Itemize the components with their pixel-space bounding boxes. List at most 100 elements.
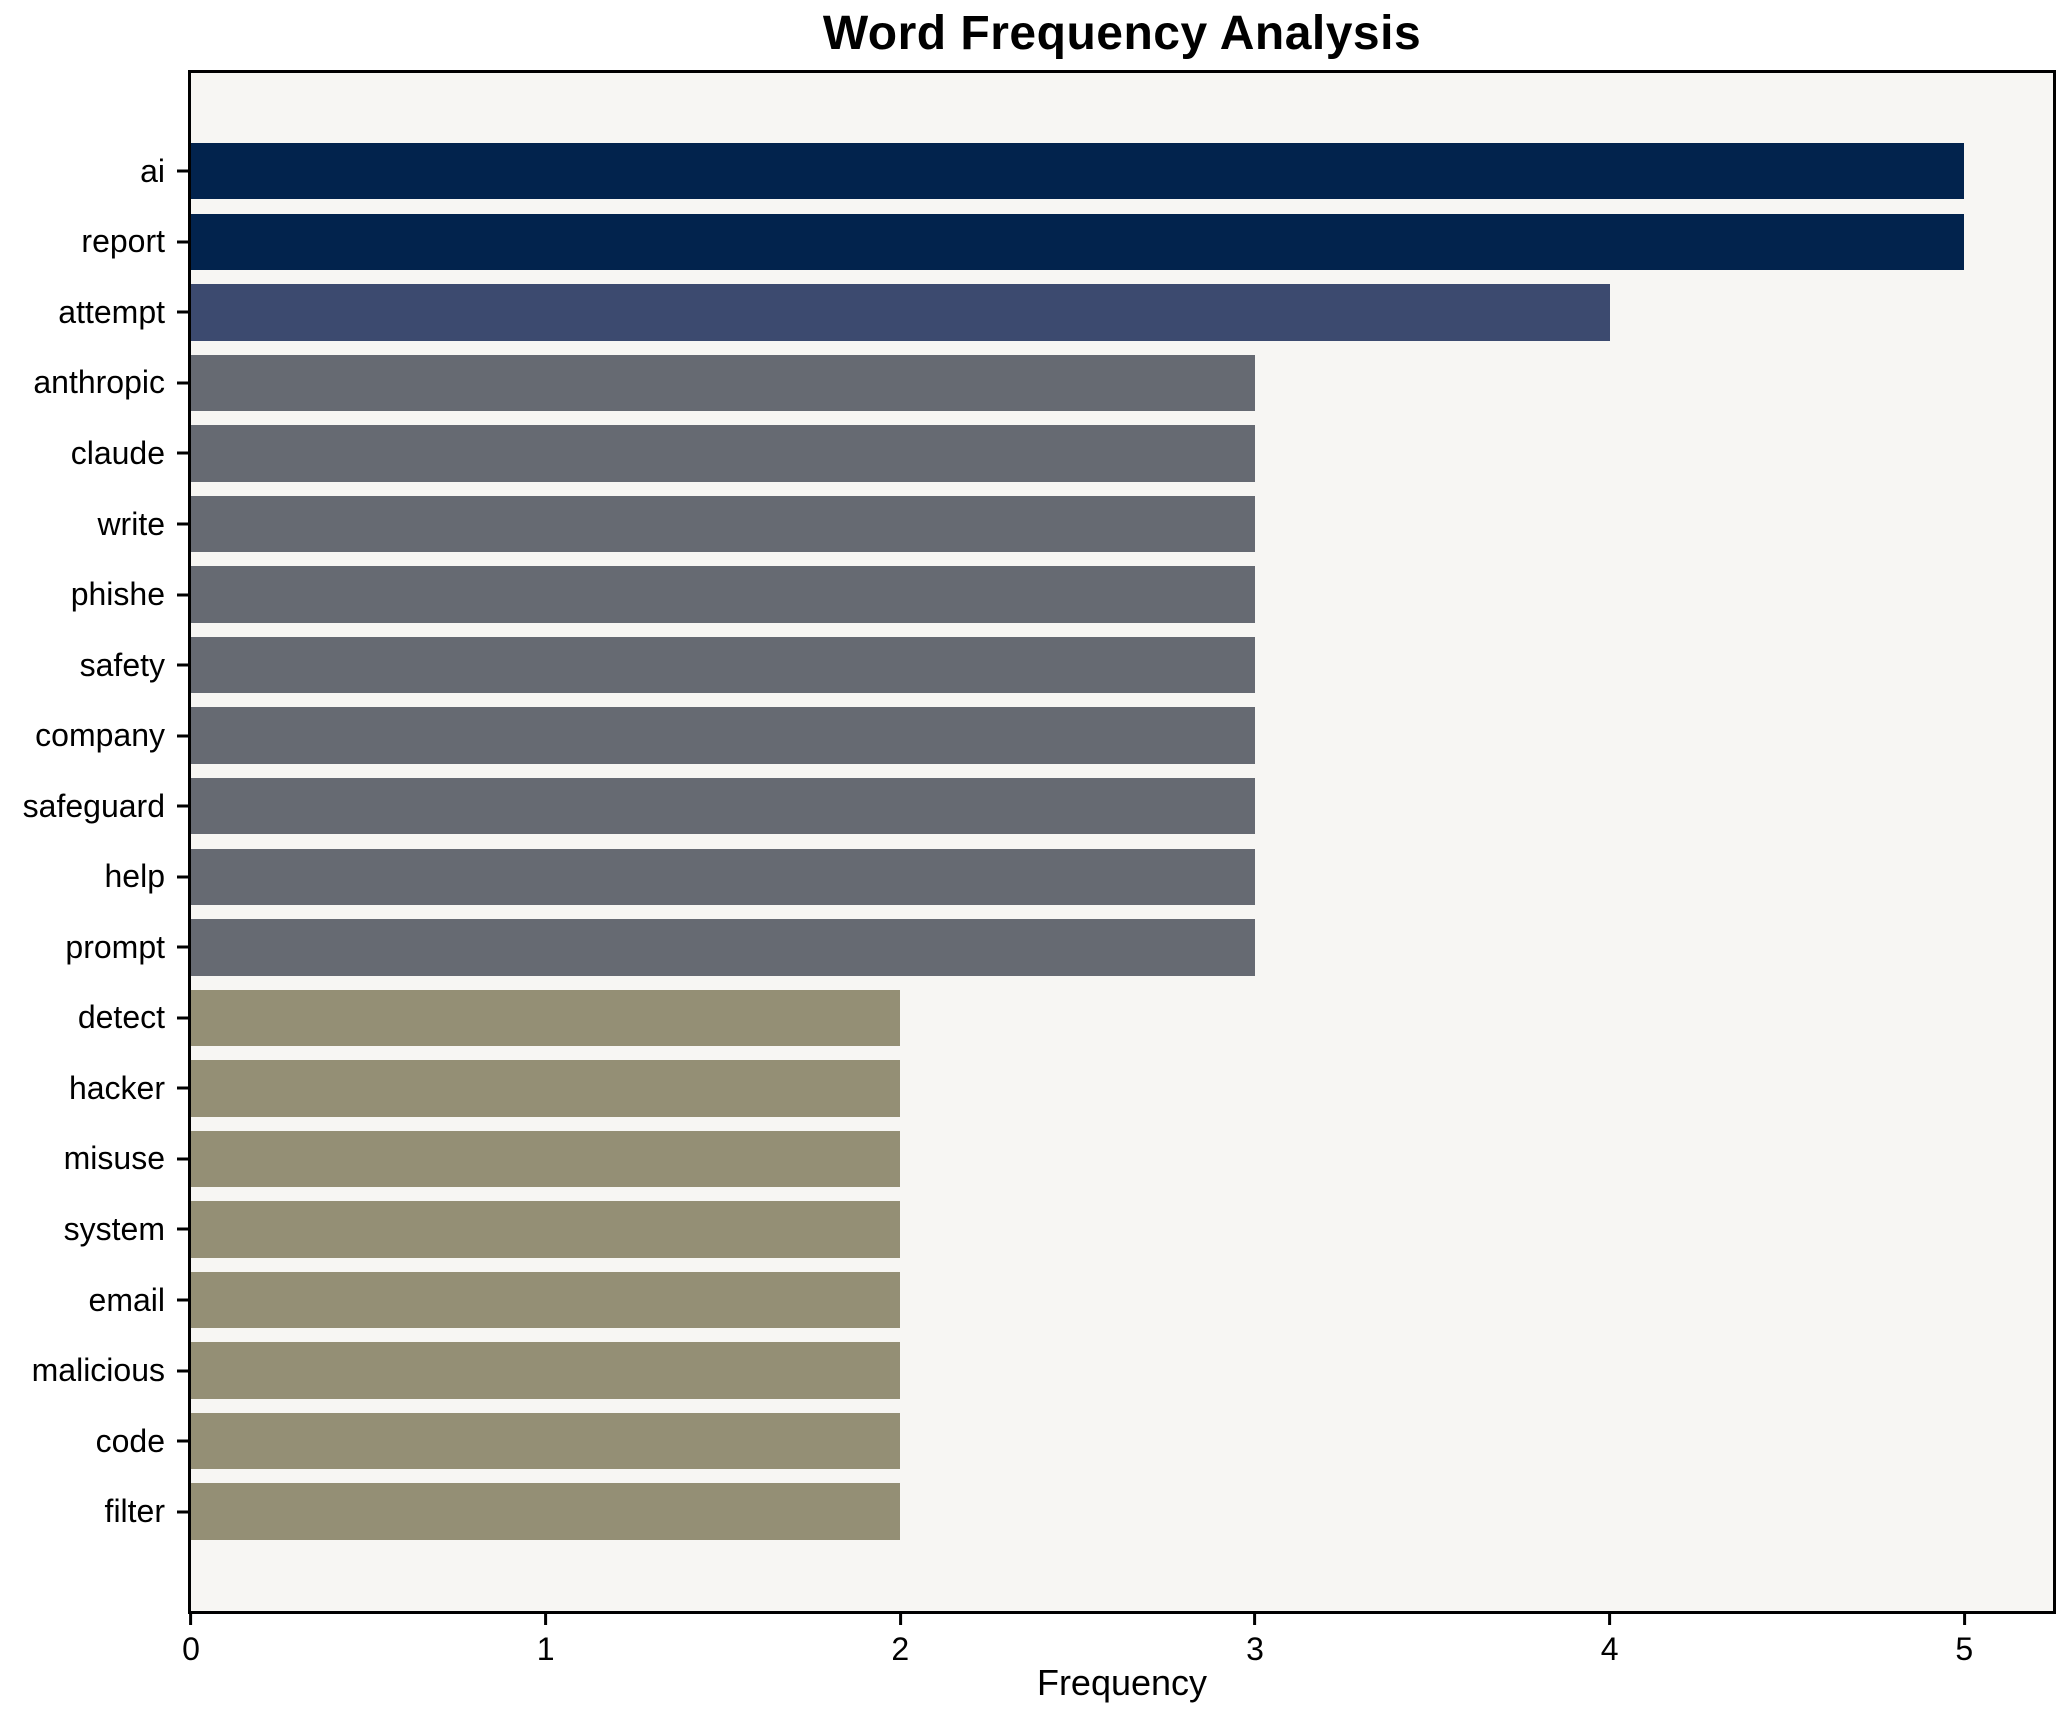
x-tick: 5 [1955,1614,1973,1668]
y-tick-mark [177,1439,188,1443]
bar-row: hacker [69,1053,2053,1124]
bar-row: help [105,841,2053,912]
bar-row: system [64,1194,2053,1265]
bar-malicious [191,1342,901,1399]
x-tick-mark [898,1614,902,1625]
bar-phishe [191,566,1255,623]
y-tick-mark [177,1157,188,1161]
bar-row: ai [140,136,2053,207]
y-tick-mark [177,310,188,314]
bar-system [191,1201,901,1258]
bar-row: attempt [58,277,2053,348]
y-axis-label: prompt [65,928,165,965]
y-axis-label: code [95,1422,165,1459]
bar-row: safeguard [23,771,2053,842]
x-tick-label: 0 [182,1631,200,1667]
y-axis-label: claude [70,434,165,471]
y-tick-mark [177,945,188,949]
x-tick-mark [1608,1614,1612,1625]
bar-hacker [191,1060,901,1117]
y-tick-mark [177,804,188,808]
x-tick: 2 [891,1614,909,1668]
y-axis-label: write [97,505,165,542]
bar-attempt [191,284,1610,341]
bar-row: write [97,489,2053,560]
chart-title: Word Frequency Analysis [822,7,1422,60]
bar-filter [191,1483,901,1540]
bar-ai [191,143,1965,200]
x-tick-label: 3 [1246,1631,1264,1667]
x-tick: 0 [182,1614,200,1668]
bar-prompt [191,919,1255,976]
y-axis-label: malicious [31,1352,165,1389]
bar-code [191,1412,901,1470]
x-tick: 1 [537,1614,555,1668]
plot-area: ai report attempt anthropic claude write phish… [23,70,2056,1614]
x-tick-label: 2 [891,1631,910,1667]
y-axis-label: attempt [58,293,165,330]
bar-company [191,707,1255,764]
bar-safeguard [191,777,1255,835]
bar-report [191,213,1965,271]
y-tick-mark [177,169,188,173]
y-tick-mark [177,1298,188,1302]
bar-row: phishe [71,559,2053,630]
x-tick-label: 1 [536,1631,555,1667]
y-axis-label: misuse [63,1140,165,1177]
y-tick-mark [177,1369,188,1373]
y-axis-label: filter [104,1493,165,1530]
y-axis-label: safety [79,646,165,683]
x-tick-label: 5 [1955,1631,1974,1667]
y-tick-mark [177,1016,188,1020]
x-tick-mark [1962,1614,1966,1625]
y-axis-label: detect [77,999,165,1036]
bar-row: report [81,207,2053,278]
bar-row: code [96,1406,2053,1477]
bar-misuse [191,1130,901,1188]
y-tick-mark [177,451,188,455]
x-axis-title: Frequency [1036,1662,1208,1703]
y-tick-mark [177,663,188,667]
y-axis-label: help [104,858,166,895]
y-tick-mark [177,1510,188,1514]
y-tick-mark [177,593,188,597]
y-axis-label: email [88,1281,165,1318]
y-tick-mark [177,522,188,526]
bar-detect [191,989,901,1047]
x-tick: 4 [1601,1614,1619,1668]
y-tick-mark [177,875,188,879]
y-tick-mark [177,1086,188,1090]
y-axis-label: anthropic [33,364,165,401]
y-tick-mark [177,240,188,244]
bar-claude [191,425,1255,482]
y-axis-label: company [35,717,165,754]
x-tick-label: 4 [1600,1631,1619,1667]
bar-help [191,848,1255,905]
bar-row: company [35,700,2053,771]
bar-row: filter [105,1476,2053,1547]
y-axis-label: system [63,1210,165,1247]
y-axis-label: hacker [68,1069,165,1106]
bar-email [191,1271,901,1329]
bar-row: malicious [32,1335,2053,1406]
bar-safety [191,636,1255,694]
y-axis-label: phishe [70,576,165,613]
x-tick-mark [1253,1614,1257,1625]
bar-row: detect [78,983,2053,1054]
bar-row: misuse [64,1124,2053,1195]
y-tick-mark [177,734,188,738]
x-tick-mark [189,1614,193,1625]
bar-row: anthropic [33,348,2053,419]
x-tick-mark [544,1614,548,1625]
bar-write [191,495,1255,553]
y-axis-label: report [81,223,165,260]
y-tick-mark [177,1227,188,1231]
y-axis-label: ai [140,152,165,189]
bar-row: safety [80,630,2053,701]
bar-row: prompt [65,912,2053,983]
x-tick: 3 [1246,1614,1264,1668]
bar-row: email [89,1265,2053,1336]
bar-anthropic [191,354,1255,412]
y-tick-mark [177,381,188,385]
